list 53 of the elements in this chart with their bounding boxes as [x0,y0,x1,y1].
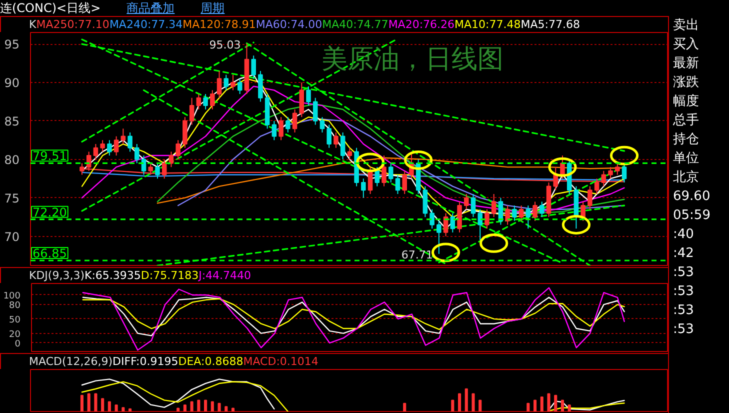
series-label: K:65.3935 [84,269,141,282]
y-tick-label: 75 [4,191,20,206]
y-tick-label: 100 [3,291,21,302]
legend-title: KDJ(9,3,3) [29,269,84,282]
text: MA10:77.48 [454,18,521,31]
text: 北京 [672,169,700,187]
y-tick-label: 20 [9,330,21,340]
text: MA60:74.00 [256,18,322,31]
y-tick-label: 0 [14,339,21,350]
text: 单位 [672,150,700,168]
text: :42 [672,245,695,263]
series-label: J:44.7440 [198,269,252,282]
series-label: DIFF:0.9195 [112,355,178,368]
text: 商品叠加 [126,1,175,15]
text: :53 [672,302,695,320]
text: :53 [672,321,695,339]
text: 05:59 [672,207,712,225]
y-tick-label: 85 [4,114,20,128]
text: 买入 [672,36,700,54]
annotation: 95.03 [209,38,241,52]
text: :53 [672,264,695,282]
y-tick-label: 80 [4,152,20,167]
annotation: 67.71 [401,248,433,262]
text: MA250:77.10 [36,18,110,31]
series-label: D:75.7183 [140,269,199,282]
text: MA40:74.77 [322,18,388,31]
text: MA20:76.26 [388,18,455,31]
y-tick-label: 50 [9,315,21,326]
text: MA120:78.91 [182,18,256,31]
text: 总手 [672,112,700,130]
text: 最新 [672,55,700,73]
ref-line-label: 66.85 [32,246,67,260]
ref-line-label: 79.51 [32,149,67,164]
chart-subtitle: 连(CONC)<日线> [0,1,101,15]
text: 周期 [200,1,225,15]
legend-title: MACD(12,26,9) [29,355,113,368]
text: 持仓 [672,131,700,149]
text: MACD:0.1014 [243,355,318,368]
y-tick-label: 95 [4,38,20,52]
text: 涨跌 [672,74,700,92]
text: :53 [672,283,695,301]
text: 幅度 [672,93,700,111]
y-tick-label: 90 [4,76,20,90]
text: MA5:77.68 [520,18,580,31]
y-tick-label: 80 [9,301,21,312]
y-tick-label: 70 [4,230,20,244]
ref-line-label: 72.20 [32,205,67,220]
text: :40 [672,226,695,244]
text: 卖出 [672,17,700,35]
text: 69.60 [672,188,712,206]
legend-title: K [29,18,36,31]
series-label: DEA:0.8688 [178,355,244,368]
text: MA240:77.34 [109,18,183,31]
